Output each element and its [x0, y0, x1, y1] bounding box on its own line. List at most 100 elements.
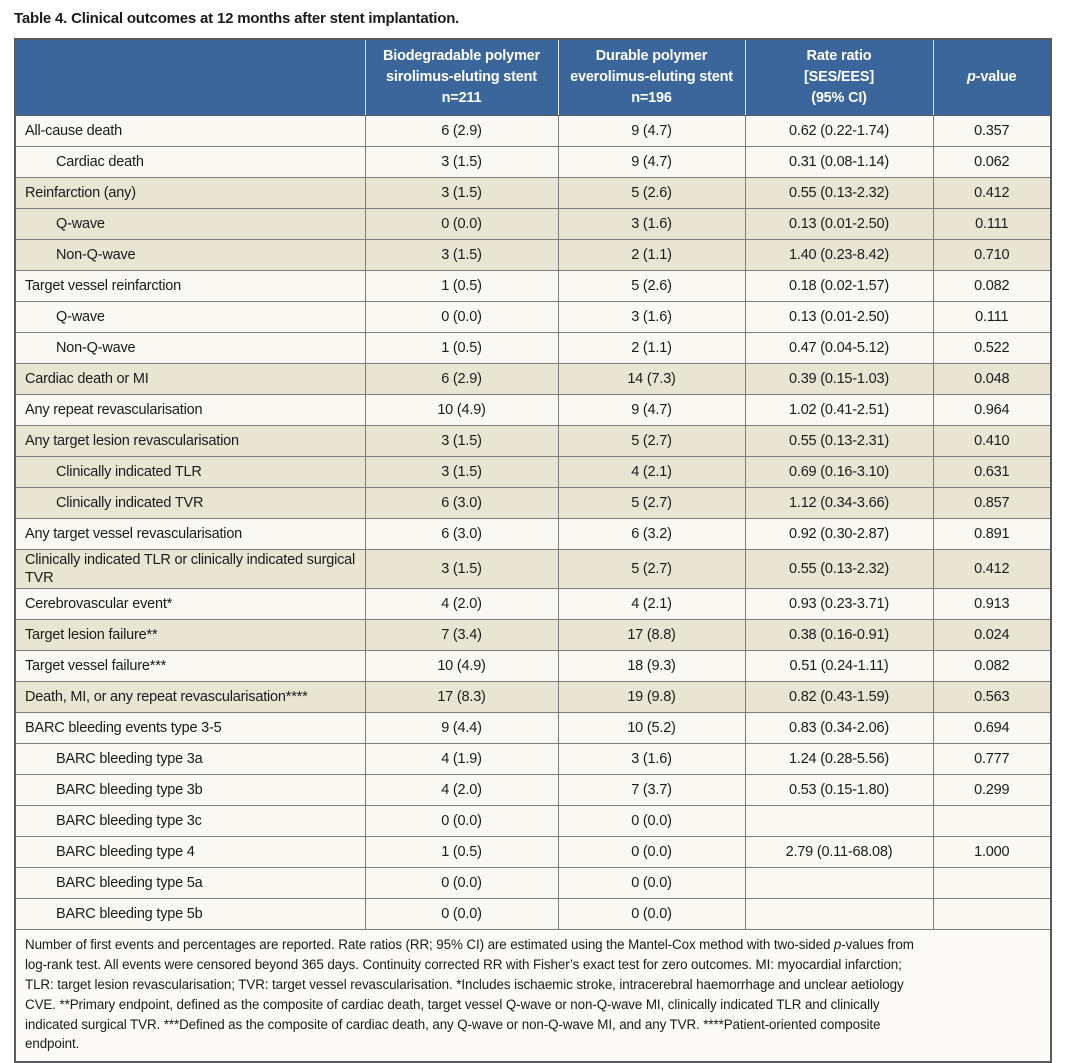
p-value-cell: 0.048 [932, 363, 1052, 395]
table-footer: Number of first events and percentages a… [15, 929, 1051, 1063]
rate-ratio-cell: 0.92 (0.30-2.87) [744, 518, 934, 550]
outcome-cell: Target vessel failure*** [14, 650, 366, 683]
ees-value-cell: 5 (2.7) [557, 548, 746, 590]
rate-ratio-cell [744, 898, 934, 931]
ses-value-cell: 7 (3.4) [364, 619, 559, 652]
rate-ratio-cell: 0.31 (0.08-1.14) [744, 146, 934, 178]
ees-value-cell: 0 (0.0) [557, 836, 746, 869]
table-row: BARC bleeding type 3a 4 (1.9) 3 (1.6) 1.24 … [14, 743, 1052, 776]
table-row: Cardiac death 3 (1.5) 9 (4.7) 0.31 (0.08-1.… [14, 146, 1052, 178]
outcome-cell: All-cause death [14, 115, 366, 147]
outcome-cell: Q-wave [14, 301, 366, 333]
rate-ratio-cell: 0.62 (0.22-1.74) [744, 115, 934, 147]
ses-value-cell: 3 (1.5) [364, 239, 559, 271]
rate-ratio-cell: 0.93 (0.23-3.71) [744, 588, 934, 621]
p-value-cell: 0.694 [932, 712, 1052, 745]
footnote-seg1: Number of first events and percentages a… [25, 937, 834, 953]
outcome-cell: Any target lesion revascularisation [14, 425, 366, 457]
outcomes-table: Biodegradable polymer sirolimus-eluting … [14, 38, 1052, 1063]
p-value-cell: 0.062 [932, 146, 1052, 178]
ses-value-cell: 0 (0.0) [364, 301, 559, 333]
ses-value-cell: 6 (2.9) [364, 363, 559, 395]
ses-value-cell: 0 (0.0) [364, 898, 559, 931]
ees-value-cell: 4 (2.1) [557, 456, 746, 488]
ses-value-cell: 4 (2.0) [364, 774, 559, 807]
ses-value-cell: 4 (1.9) [364, 743, 559, 776]
ees-value-cell: 0 (0.0) [557, 805, 746, 838]
table-row: Target vessel reinfarction 1 (0.5) 5 (2.6)… [14, 270, 1052, 302]
ees-value-cell: 0 (0.0) [557, 898, 746, 931]
ees-value-cell: 5 (2.6) [557, 177, 746, 209]
ses-value-cell: 3 (1.5) [364, 548, 559, 590]
rate-ratio-cell: 0.53 (0.15-1.80) [744, 774, 934, 807]
outcome-cell: Cerebrovascular event* [14, 588, 366, 621]
table-row: Any repeat revascularisation 10 (4.9) 9 (4… [14, 394, 1052, 426]
table-row: BARC bleeding type 5b 0 (0.0) 0 (0.0) [14, 898, 1052, 931]
ees-value-cell: 2 (1.1) [557, 332, 746, 364]
footnote-seg3: -values from log-rank test. All events w… [25, 937, 914, 1052]
table-row: Target lesion failure** 7 (3.4) 17 (8.8) 0.… [14, 619, 1052, 652]
footnote-p-italic: p [833, 937, 842, 953]
table-row: Reinfarction (any) 3 (1.5) 5 (2.6) 0.55 (0.… [14, 177, 1052, 209]
rate-ratio-cell: 1.12 (0.34-3.66) [744, 487, 934, 519]
table-row: Cardiac death or MI 6 (2.9) 14 (7.3) 0.39 (… [14, 363, 1052, 395]
table-header: Biodegradable polymer sirolimus-eluting … [15, 39, 1051, 116]
table-row: Clinically indicated TLR or clinically i… [14, 548, 1052, 590]
rate-ratio-cell: 0.83 (0.34-2.06) [744, 712, 934, 745]
p-value-cell [932, 805, 1052, 838]
table-row: BARC bleeding type 3c 0 (0.0) 0 (0.0) [14, 805, 1052, 838]
outcome-cell: Clinically indicated TLR or clinically i… [14, 548, 366, 590]
outcome-cell: Q-wave [14, 208, 366, 240]
rate-ratio-cell [744, 867, 934, 900]
p-value-rest: -value [975, 68, 1017, 85]
outcome-cell: BARC bleeding events type 3-5 [14, 712, 366, 745]
p-value-cell: 0.857 [932, 487, 1052, 519]
ses-value-cell: 0 (0.0) [364, 867, 559, 900]
outcome-cell: Any target vessel revascularisation [14, 518, 366, 550]
p-value-cell: 0.412 [932, 177, 1052, 209]
outcome-cell: Clinically indicated TVR [14, 487, 366, 519]
p-value-cell: 0.563 [932, 681, 1052, 714]
rate-ratio-cell: 0.38 (0.16-0.91) [744, 619, 934, 652]
ees-value-cell: 3 (1.6) [557, 208, 746, 240]
outcome-cell: Any repeat revascularisation [14, 394, 366, 426]
table-row: Non-Q-wave 1 (0.5) 2 (1.1) 0.47 (0.04-5.12)… [14, 332, 1052, 364]
p-value-cell: 0.299 [932, 774, 1052, 807]
p-value-cell: 0.410 [932, 425, 1052, 457]
p-value-cell: 0.024 [932, 619, 1052, 652]
table-row: Any target vessel revascularisation 6 (3.… [14, 518, 1052, 550]
rate-ratio-cell: 1.40 (0.23-8.42) [744, 239, 934, 271]
outcome-cell: Non-Q-wave [14, 332, 366, 364]
header-p-value-col: p-value [933, 39, 1051, 116]
ses-value-cell: 1 (0.5) [364, 836, 559, 869]
header-ses-col: Biodegradable polymer sirolimus-eluting … [365, 39, 559, 116]
rate-ratio-cell: 0.39 (0.15-1.03) [744, 363, 934, 395]
table-title: Table 4. Clinical outcomes at 12 months … [14, 10, 460, 27]
ees-value-cell: 19 (9.8) [557, 681, 746, 714]
ses-value-cell: 4 (2.0) [364, 588, 559, 621]
table-row: Cerebrovascular event* 4 (2.0) 4 (2.1) 0.93… [14, 588, 1052, 621]
ees-value-cell: 5 (2.7) [557, 425, 746, 457]
outcome-cell: BARC bleeding type 5a [14, 867, 366, 900]
outcome-cell: Non-Q-wave [14, 239, 366, 271]
outcome-cell: Target lesion failure** [14, 619, 366, 652]
ses-value-cell: 1 (0.5) [364, 332, 559, 364]
ses-value-cell: 17 (8.3) [364, 681, 559, 714]
ees-value-cell: 6 (3.2) [557, 518, 746, 550]
ees-value-cell: 18 (9.3) [557, 650, 746, 683]
rate-ratio-cell: 0.55 (0.13-2.31) [744, 425, 934, 457]
header-row: Biodegradable polymer sirolimus-eluting … [15, 39, 1051, 116]
p-value-cell: 0.631 [932, 456, 1052, 488]
rate-ratio-cell: 0.69 (0.16-3.10) [744, 456, 934, 488]
outcome-cell: Death, MI, or any repeat revascularisati… [14, 681, 366, 714]
outcome-cell: BARC bleeding type 4 [14, 836, 366, 869]
p-value-italic: p [967, 68, 976, 85]
ses-value-cell: 6 (2.9) [364, 115, 559, 147]
p-value-cell: 1.000 [932, 836, 1052, 869]
ses-value-cell: 0 (0.0) [364, 208, 559, 240]
outcome-cell: BARC bleeding type 3a [14, 743, 366, 776]
rate-ratio-cell: 0.51 (0.24-1.11) [744, 650, 934, 683]
rate-ratio-cell: 0.13 (0.01-2.50) [744, 208, 934, 240]
ees-value-cell: 3 (1.6) [557, 301, 746, 333]
